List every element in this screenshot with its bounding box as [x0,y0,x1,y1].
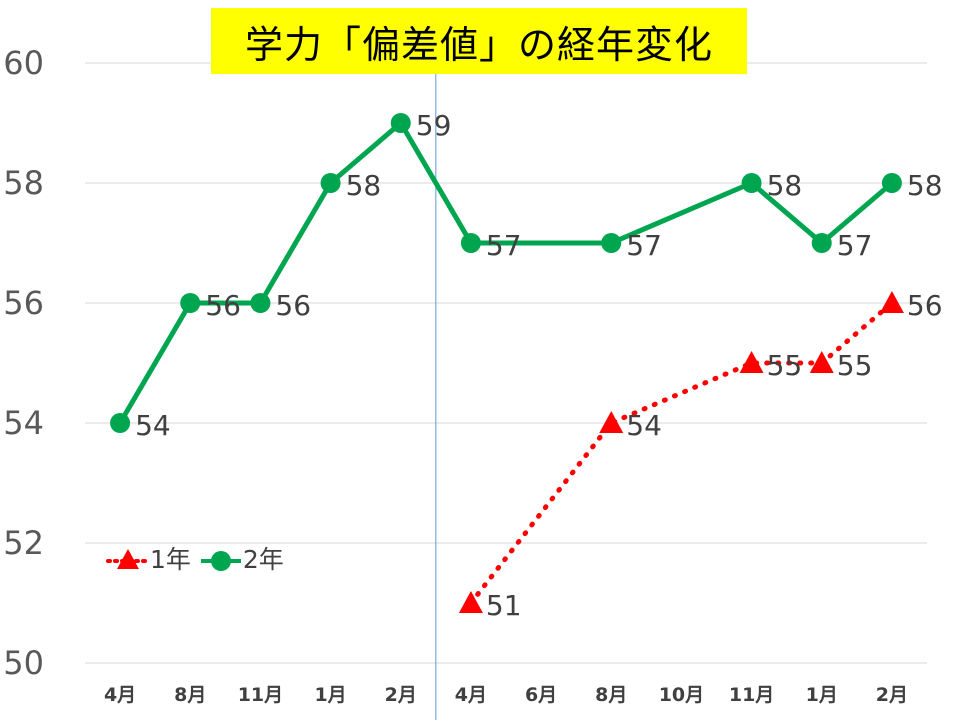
data-point-marker [879,291,904,313]
data-point-marker [250,293,271,313]
x-tick-label: 2月 [876,684,908,706]
data-point-marker [180,293,201,313]
y-tick-label: 52 [3,524,44,562]
data-label: 54 [135,409,171,442]
series-line-2 [117,120,895,426]
data-point-marker [811,233,832,253]
y-tick-label: 60 [3,44,44,82]
x-tick-label: 1月 [314,684,346,706]
legend-label-series-2: 2年 [242,545,284,574]
data-point-marker [110,413,131,433]
x-tick-label: 4月 [455,684,487,706]
data-point-marker [460,233,481,253]
series-line-1 [468,300,895,606]
y-tick-label: 50 [3,644,44,682]
x-tick-label: 2月 [385,684,417,706]
legend-label-series-1: 1年 [150,545,191,574]
x-tick-label: 8月 [174,684,206,706]
data-point-marker [739,351,764,373]
data-point-marker [881,173,902,193]
data-label: 57 [626,229,662,262]
data-label: 51 [486,589,522,622]
data-label: 58 [907,169,943,202]
legend-marker-circle-icon [200,551,241,571]
legend-item-series-2: 2年 [199,540,284,576]
data-point-marker [458,591,483,613]
data-label: 58 [346,169,382,202]
x-tick-label: 10月 [659,684,704,706]
data-label: 54 [626,409,662,442]
data-point-marker [809,351,834,373]
x-tick-label: 4月 [104,684,136,706]
data-point-marker [599,411,624,433]
x-tick-label: 8月 [595,684,627,706]
y-tick-label: 56 [3,284,44,322]
data-label: 57 [486,229,522,262]
data-point-marker [601,233,622,253]
chart-title: 学力「偏差値」の経年変化 [244,22,713,67]
x-tick-label: 11月 [729,684,774,706]
x-tick-label: 6月 [525,684,557,706]
data-point-marker [390,113,411,133]
chart-title-box: 学力「偏差値」の経年変化 [211,8,747,74]
legend-item-series-1: 1年 [106,540,191,576]
x-tick-label: 1月 [806,684,838,706]
data-point-marker [741,173,762,193]
data-label: 55 [767,349,803,382]
data-label: 59 [416,109,452,142]
data-point-marker [320,173,341,193]
y-tick-label: 54 [3,404,44,442]
y-tick-label: 58 [3,164,44,202]
legend-marker-triangle-icon [106,549,150,569]
data-label: 56 [205,289,241,322]
data-label: 55 [837,349,873,382]
data-label: 58 [767,169,803,202]
legend: 1年 2年 [106,540,292,576]
data-label: 56 [275,289,311,322]
data-label: 57 [837,229,873,262]
x-tick-label: 11月 [238,684,283,706]
data-label: 56 [907,289,943,322]
